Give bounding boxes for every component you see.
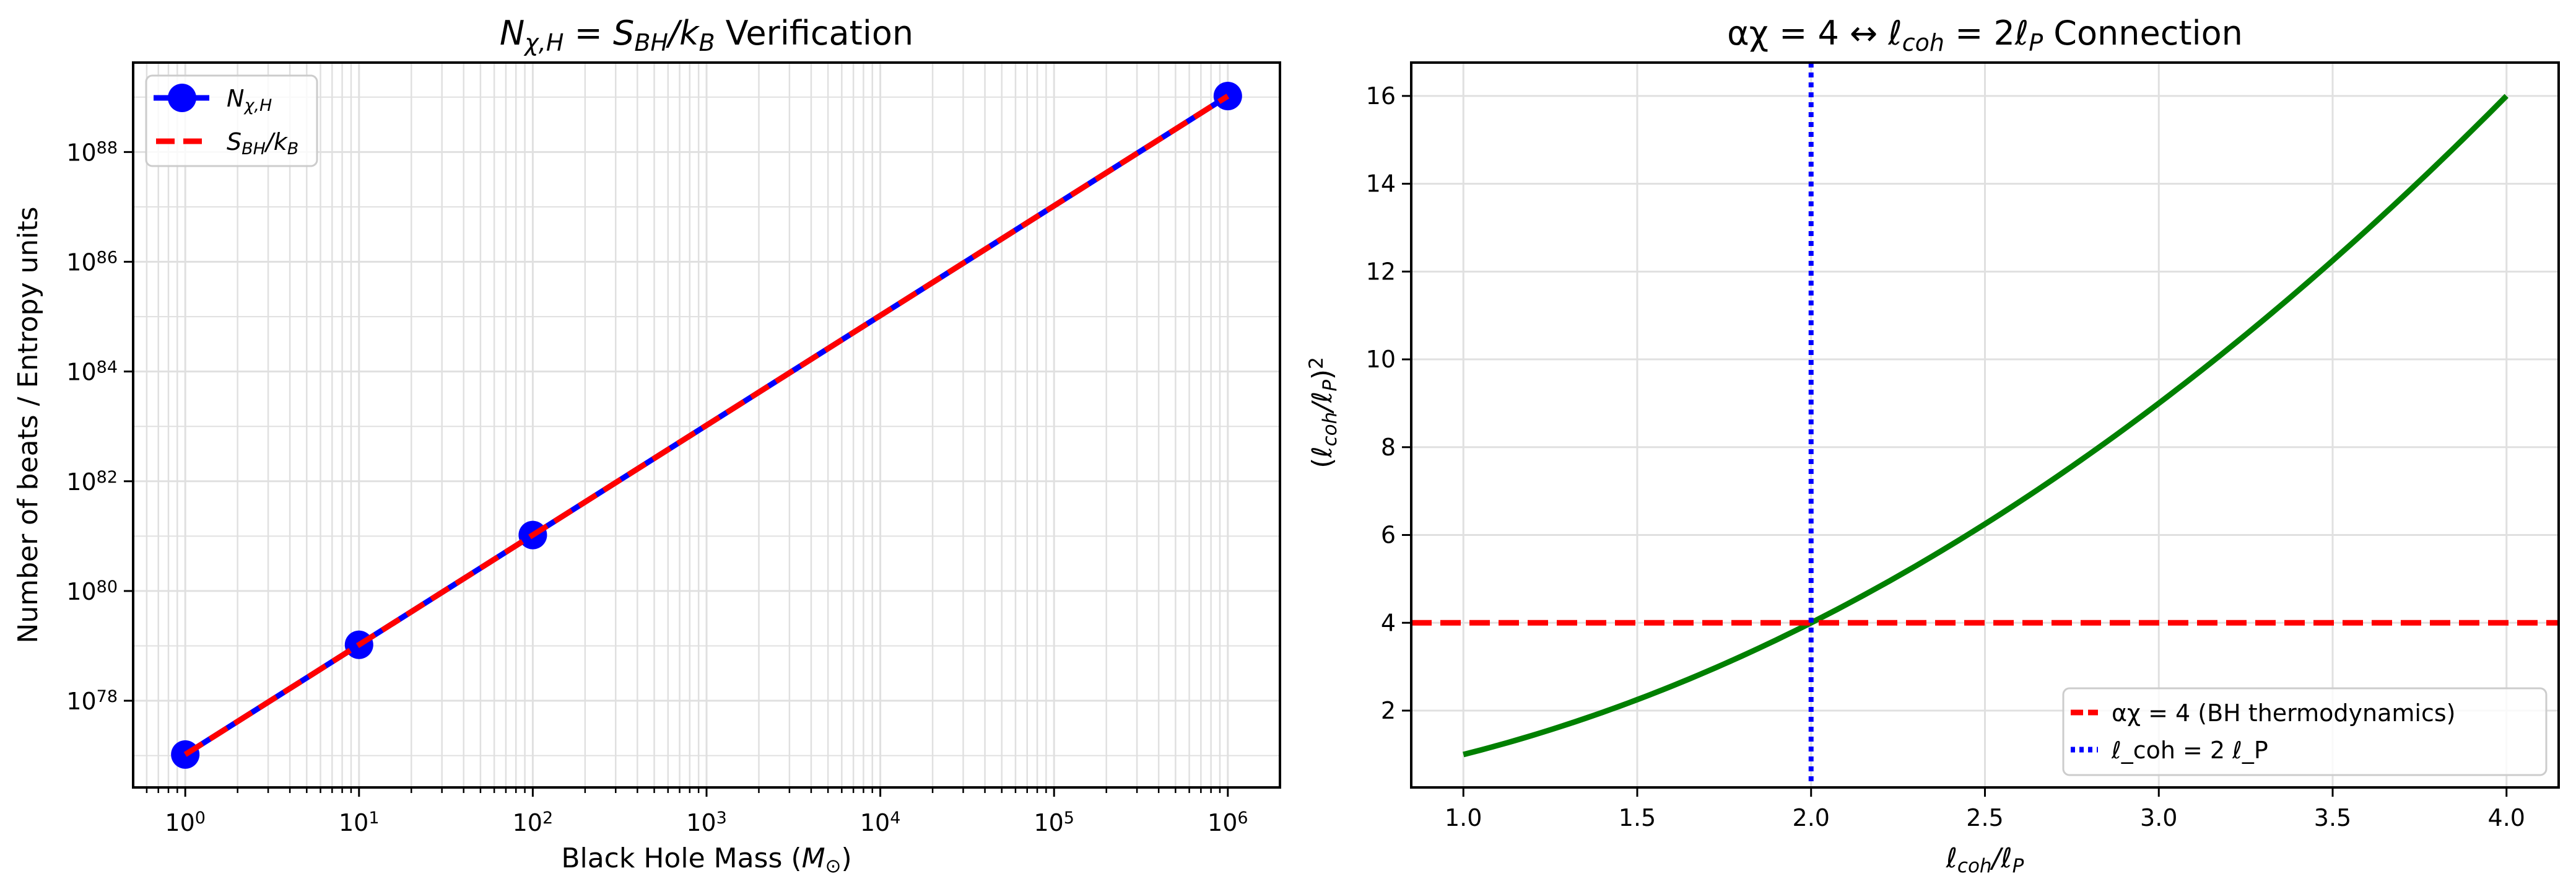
y-tick-label: 1086 — [66, 248, 118, 276]
y-tick-label: 12 — [1366, 258, 1396, 285]
right-y-axis-ticks: 2 4 6 8 10 12 14 16 — [1366, 82, 1411, 724]
right-chart-title: αχ = 4 ↔ ℓcoh = 2ℓP Connection — [1727, 14, 2243, 56]
right-plot-lines — [1411, 63, 2559, 787]
legend-label-s-bh: SBH/kB — [227, 128, 298, 159]
curve-l-coh-squared — [1463, 94, 2509, 758]
right-x-axis-label: ℓcoh/ℓP — [1946, 843, 2024, 877]
left-y-axis-label: Number of beats / Entropy units — [12, 206, 44, 643]
legend-label: ℓ_coh = 2 ℓ_P — [2111, 737, 2268, 764]
y-tick-label: 14 — [1366, 170, 1396, 198]
y-tick-label: 1080 — [66, 577, 118, 605]
x-tick-label: 100 — [165, 809, 206, 836]
y-tick-label: 6 — [1381, 522, 1396, 549]
x-tick-label: 104 — [860, 809, 901, 836]
y-tick-label: 1084 — [66, 358, 118, 386]
left-grid — [133, 63, 1280, 787]
left-x-axis-label: Black Hole Mass (M⊙) — [561, 843, 851, 877]
x-tick-label: 3.5 — [2314, 804, 2351, 831]
y-tick-label: 2 — [1381, 697, 1396, 724]
y-tick-label: 1082 — [66, 468, 118, 496]
y-tick-label: 1078 — [66, 687, 118, 715]
x-tick-label: 105 — [1033, 809, 1074, 836]
right-legend: αχ = 4 (BH thermodynamics) ℓ_coh = 2 ℓ_P — [2062, 687, 2548, 776]
x-tick-label: 4.0 — [2488, 804, 2525, 831]
x-tick-label: 101 — [339, 809, 380, 836]
right-chart-panel: 1.0 1.5 2.0 2.5 3.0 3.5 4.0 2 4 6 8 10 12 14 16 αχ = … — [1305, 14, 2560, 877]
x-tick-label: 2.5 — [1966, 804, 2003, 831]
x-tick-label: 2.0 — [1793, 804, 1830, 831]
left-chart-panel: 100 101 102 103 104 105 106 107810801082108410… — [12, 14, 1281, 877]
left-y-axis-ticks: 1078 1080 1082 1084 1086 1088 — [66, 138, 133, 715]
x-tick-label: 102 — [513, 809, 554, 836]
y-tick-label: 1088 — [66, 138, 118, 166]
x-tick-label: 103 — [686, 809, 727, 836]
x-tick-label: 106 — [1208, 809, 1248, 836]
legend-label: αχ = 4 (BH thermodynamics) — [2112, 699, 2455, 727]
x-tick-label: 3.0 — [2140, 804, 2177, 831]
right-y-axis-label: (ℓcoh/ℓP)2 — [1305, 357, 1341, 468]
legend-label-n-chi-h: Nχ,H — [227, 85, 272, 115]
y-tick-label: 16 — [1366, 82, 1396, 110]
left-plot-lines — [171, 82, 1242, 769]
x-tick-label: 1.0 — [1445, 804, 1482, 831]
left-x-axis-ticks: 100 101 102 103 104 105 106 — [146, 787, 1248, 836]
y-tick-label: 10 — [1366, 346, 1396, 373]
y-tick-label: 4 — [1381, 609, 1396, 636]
y-tick-label: 8 — [1381, 434, 1396, 461]
series-s-bh-line — [183, 94, 1230, 757]
x-tick-label: 1.5 — [1619, 804, 1656, 831]
left-chart-title: Nχ,H = SBH/kB Verification — [500, 14, 913, 56]
left-legend: Nχ,H SBH/kB — [145, 74, 318, 167]
right-x-axis-ticks: 1.0 1.5 2.0 2.5 3.0 3.5 4.0 — [1445, 787, 2525, 831]
